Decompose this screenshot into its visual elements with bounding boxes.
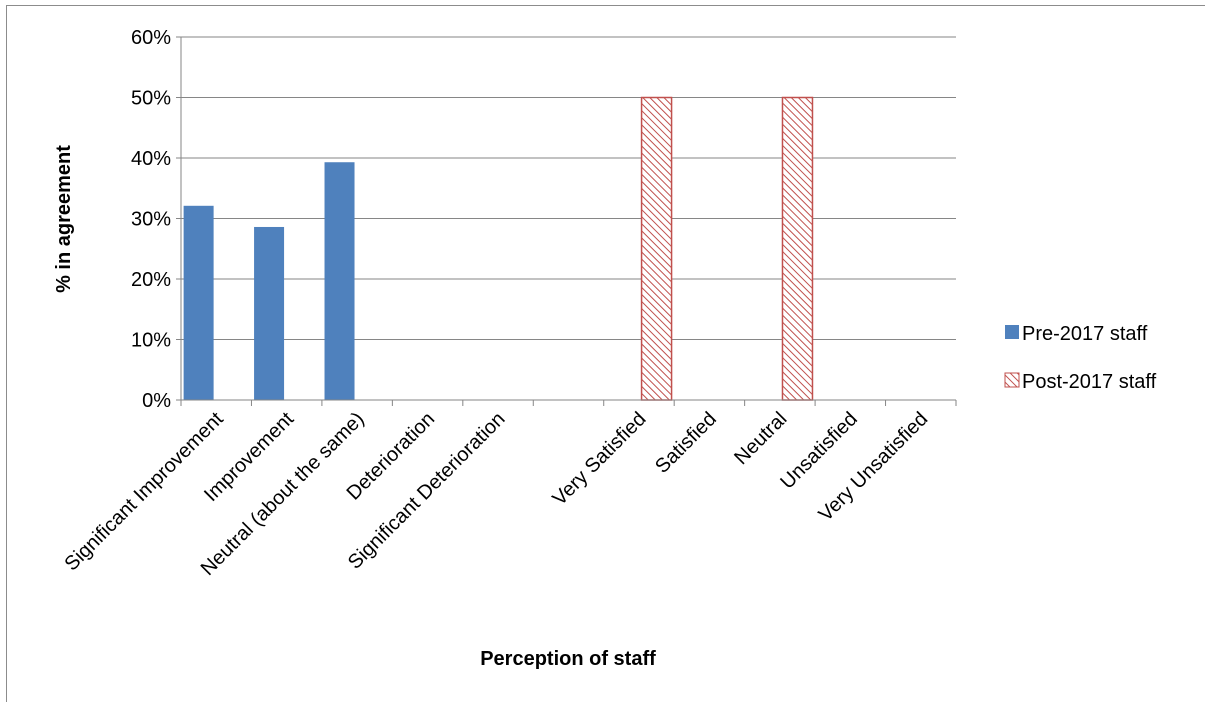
x-tick-label: Neutral bbox=[730, 408, 791, 469]
y-tick-label: 50% bbox=[131, 88, 171, 110]
x-axis-title: Perception of staff bbox=[480, 648, 656, 670]
x-tick-label: Satisfied bbox=[651, 408, 721, 478]
y-axis-title: % in agreement bbox=[53, 145, 75, 293]
bar-pre-2017 bbox=[254, 226, 285, 400]
bar-post-2017 bbox=[781, 96, 814, 401]
legend-label-pre-2017: Pre-2017 staff bbox=[1022, 323, 1148, 345]
y-tick-label: 40% bbox=[131, 148, 171, 170]
x-tick-label: Very Satisfied bbox=[548, 408, 650, 510]
legend-swatch-post-2017 bbox=[1004, 372, 1020, 388]
x-tick-labels: Significant ImprovementImprovementNeutra… bbox=[60, 408, 932, 580]
legend-label-post-2017: Post-2017 staff bbox=[1022, 371, 1157, 393]
bar-pre-2017 bbox=[324, 162, 355, 400]
y-tick-label: 20% bbox=[131, 269, 171, 291]
bar-post-2017 bbox=[640, 96, 673, 401]
chart-frame bbox=[6, 5, 1205, 702]
y-tick-label: 0% bbox=[142, 390, 171, 412]
y-tick-label: 60% bbox=[131, 27, 171, 49]
bars bbox=[183, 96, 814, 401]
gridlines bbox=[181, 36, 956, 340]
legend-swatch-pre-2017 bbox=[1005, 325, 1019, 339]
axes bbox=[180, 37, 957, 406]
y-tick-labels: 0% 10% 20% 30% 40% 50% 60% bbox=[131, 27, 181, 412]
y-tick-label: 30% bbox=[131, 209, 171, 231]
legend: Pre-2017 staff Post-2017 staff bbox=[1004, 323, 1157, 393]
bar-pre-2017 bbox=[183, 205, 214, 400]
y-tick-label: 10% bbox=[131, 330, 171, 352]
